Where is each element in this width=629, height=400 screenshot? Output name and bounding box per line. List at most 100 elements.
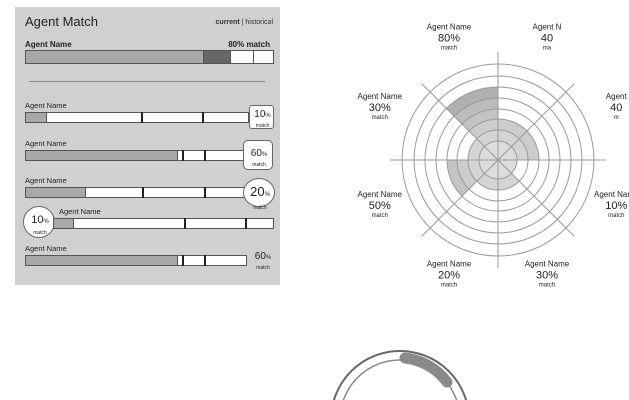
radial-agent-percent: 50%: [369, 200, 391, 212]
agent-match-panel: Agent Match current | historical Agent N…: [15, 7, 280, 285]
radial-segment: [476, 173, 498, 190]
radial-agent-percent: 40: [541, 33, 553, 45]
radial-agent-name: Agent Name: [525, 259, 570, 268]
radial-agent-name: Agent Name: [594, 190, 629, 199]
row-5-tick: [204, 255, 206, 266]
radial-agent-match: match: [441, 46, 457, 52]
radial-segment: [457, 160, 477, 189]
row-1-fill: [26, 113, 47, 122]
radial-segment: [498, 141, 512, 160]
top-row-highlight: [204, 51, 231, 63]
radial-segment: [484, 160, 498, 179]
radial-spoke: [421, 83, 499, 161]
row-5-fill: [26, 256, 178, 265]
row-4-fill: [54, 219, 74, 228]
radial-agent-name: Agent Name: [358, 190, 403, 199]
gauge-outer-ring: [332, 350, 468, 400]
radial-agent-match: match: [441, 282, 457, 288]
row-5-num: 60: [254, 251, 266, 262]
row-1-unit: %: [265, 113, 271, 119]
row-2-label: Agent Name: [25, 139, 67, 148]
row-3-tick: [204, 187, 206, 198]
radial-spoke: [421, 159, 499, 237]
radial-agent-name: Agent Name: [427, 259, 472, 268]
radial-agent-match: match: [372, 115, 388, 121]
row-5-sub: match: [256, 265, 270, 271]
row-4-sub: match: [33, 230, 47, 236]
radial-segment: [498, 119, 527, 139]
row-1-bar[interactable]: [25, 112, 249, 123]
radial-segment: [468, 160, 485, 182]
top-row-bar[interactable]: [25, 50, 274, 64]
radial-agent-match: match: [372, 213, 388, 219]
radial-agent-percent: 20%: [438, 269, 460, 281]
row-2-fill: [26, 151, 178, 160]
row-2-unit: %: [261, 152, 268, 158]
row-5-unit: %: [265, 255, 272, 261]
top-row-label: Agent Name: [25, 40, 72, 49]
radial-segment: [468, 138, 485, 160]
row-3-num: 20: [250, 184, 265, 199]
row-2-tick: [204, 150, 206, 161]
radial-segment: [498, 160, 512, 179]
radial-spoke: [497, 83, 575, 161]
top-row-percent: 80% match: [228, 40, 270, 49]
radial-agent-percent: 10%: [605, 200, 627, 212]
view-toggle: current | historical: [216, 19, 273, 26]
row-5-tick: [182, 255, 184, 266]
row-3-fill: [26, 188, 86, 197]
toggle-current[interactable]: current: [215, 19, 240, 26]
row-2-num: 60: [250, 148, 262, 159]
row-4-label: Agent Name: [59, 207, 101, 216]
row-4-bar[interactable]: [53, 218, 274, 229]
radial-agent-match: ma: [543, 46, 552, 52]
row-1-badge: 10% match: [249, 105, 274, 129]
radial-agent-name: Agent Name: [427, 23, 472, 32]
row-1-sub: match: [255, 123, 270, 129]
row-4-tick: [245, 218, 247, 229]
row-3-badge: 20% match: [243, 178, 275, 211]
row-1-num: 10: [254, 109, 266, 120]
row-3-label: Agent Name: [25, 176, 67, 185]
row-3-unit: %: [264, 192, 270, 198]
radial-segment: [519, 131, 539, 160]
radial-agent-match: m: [614, 115, 619, 121]
row-2-tick: [182, 150, 184, 161]
radial-segment: [476, 130, 498, 147]
panel-title: Agent Match: [25, 14, 98, 29]
row-4-num: 10: [31, 214, 44, 226]
toggle-historical[interactable]: historical: [245, 19, 273, 26]
row-5-percent: 60% match: [249, 252, 277, 273]
gauge-value-arc: [399, 352, 453, 388]
radial-agent-percent: 40: [610, 102, 622, 114]
top-row-fill: [26, 51, 204, 63]
row-1-tick: [141, 112, 143, 123]
radial-segment: [454, 98, 498, 124]
radial-segment: [469, 119, 498, 139]
radial-agent-percent: 30%: [536, 269, 558, 281]
row-5-bar[interactable]: [25, 255, 247, 266]
divider: [29, 81, 265, 82]
radial-segment: [484, 141, 498, 160]
radial-agent-percent: 80%: [438, 33, 460, 45]
top-row-tick: [253, 50, 254, 64]
radial-segment: [479, 160, 498, 174]
radial-agent-name: Agent N: [533, 23, 562, 32]
radial-segment: [461, 109, 498, 132]
row-4-tick: [184, 218, 186, 229]
row-2-badge: 60% match: [243, 140, 273, 170]
row-2-sub: match: [252, 162, 266, 168]
radial-segment: [498, 173, 520, 190]
radial-agent-name: Agent Name: [358, 92, 403, 101]
radial-segment: [479, 146, 498, 160]
radial-segment: [498, 160, 517, 174]
radial-segment: [511, 138, 528, 160]
